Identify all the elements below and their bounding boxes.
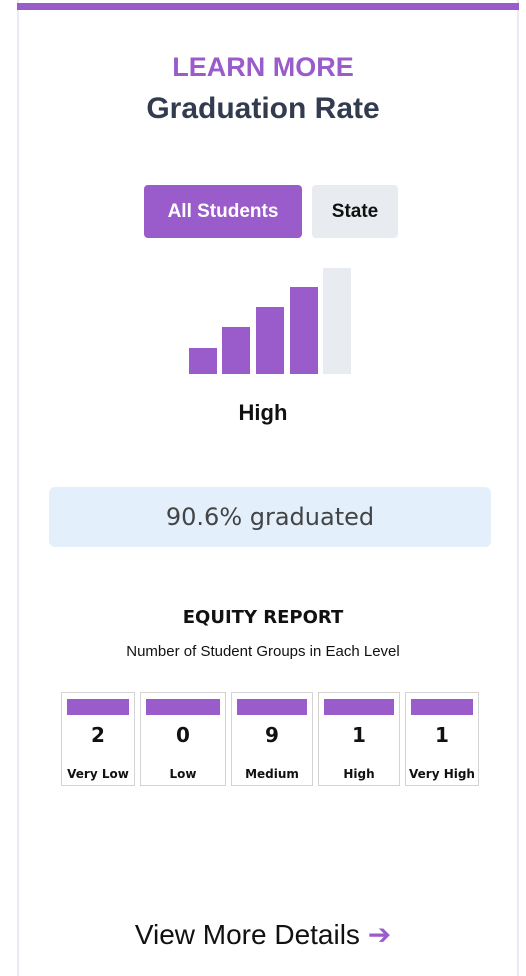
link-text[interactable]: View More Details bbox=[134, 919, 360, 950]
arrow-icon: ➔ bbox=[367, 919, 392, 950]
equity-cell: 0 Low bbox=[140, 692, 226, 786]
group-count: 1 bbox=[435, 723, 449, 747]
level-bar bbox=[189, 348, 217, 374]
result: 90.6% graduated bbox=[49, 487, 491, 547]
level-bar bbox=[290, 287, 318, 374]
level-strip bbox=[146, 699, 220, 715]
level-bar bbox=[323, 268, 351, 374]
level-label: High bbox=[238, 400, 288, 425]
section-subtitle: Number of Student Groups in Each Level bbox=[126, 643, 400, 660]
link[interactable]: View More Details ➔ bbox=[0, 918, 526, 951]
title: Graduation Rate bbox=[146, 92, 380, 125]
section-title: EQUITY REPORT bbox=[182, 607, 344, 628]
group-label: Low bbox=[169, 767, 197, 781]
level-strip bbox=[411, 699, 473, 715]
equity-cell: 9 Medium bbox=[231, 692, 313, 786]
group-count: 9 bbox=[265, 723, 279, 747]
level-bar bbox=[222, 327, 250, 374]
group-label: High bbox=[343, 767, 375, 781]
equity-cell: 1 Very High bbox=[405, 692, 479, 786]
tab[interactable]: All Students bbox=[144, 185, 302, 238]
equity-cell: 2 Very Low bbox=[61, 692, 135, 786]
level-strip bbox=[237, 699, 307, 715]
top-accent bbox=[17, 3, 519, 10]
group-label: Very High bbox=[409, 767, 475, 781]
level-strip bbox=[67, 699, 129, 715]
group-label: Medium bbox=[245, 767, 299, 781]
tab[interactable]: State bbox=[312, 185, 398, 238]
eyebrow: LEARN MORE bbox=[172, 52, 354, 82]
group-label: Very Low bbox=[67, 767, 129, 781]
card bbox=[17, 0, 519, 976]
group-count: 0 bbox=[176, 723, 190, 747]
level-bar bbox=[256, 307, 284, 374]
group-count: 1 bbox=[352, 723, 366, 747]
group-count: 2 bbox=[91, 723, 105, 747]
level-strip bbox=[324, 699, 394, 715]
equity-cell: 1 High bbox=[318, 692, 400, 786]
